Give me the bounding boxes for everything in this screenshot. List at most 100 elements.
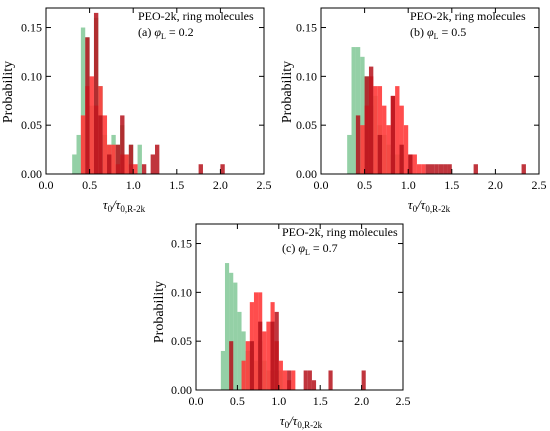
panel-a-bar-series3 <box>107 154 112 174</box>
panel-c-xtick-label: 2.5 <box>396 394 411 408</box>
panel-c-title: PEO-2k, ring molecules <box>282 225 398 239</box>
panel-b-bar-series2 <box>360 125 365 174</box>
panel-c-bar-series3 <box>307 370 312 390</box>
panel-a-bar-series3 <box>120 115 125 174</box>
panel-a-bar-series3 <box>198 164 203 174</box>
panel-b-bar-series2 <box>399 105 404 174</box>
panel-a-ytick-label: 0.05 <box>21 118 42 132</box>
panel-a-bar-series3 <box>85 37 90 175</box>
panel-c-ytick-label: 0.05 <box>171 334 192 348</box>
panel-b-bar-series3 <box>443 164 448 174</box>
panel-b-bar-series3 <box>521 164 526 174</box>
panel-c-phi-label: (c) φL = 0.7 <box>282 241 338 257</box>
panel-a-ytick-label: 0.00 <box>21 167 42 181</box>
panel-a-bar-series2 <box>80 115 86 174</box>
panel-a-bar-series1 <box>137 144 142 174</box>
panel-c-xtick-label: 1.5 <box>313 394 328 408</box>
panel-a-bars <box>72 12 225 175</box>
panel-b-label-letter: (b) <box>410 25 424 39</box>
panel-c-bar-series1 <box>237 311 242 390</box>
panel-c-bar-series3 <box>287 370 292 390</box>
panel-b-bar-series2 <box>386 125 391 174</box>
panel-b-bar-series3 <box>399 144 404 174</box>
panel-a-bar-series2 <box>89 76 94 174</box>
panel-b-bar-series2 <box>416 164 422 174</box>
panel-a-ylabel: Probability <box>1 61 16 123</box>
panel-a-bar-series3 <box>150 154 155 174</box>
panel-c-bars <box>220 263 366 390</box>
panel-b-ytick-label: 0.10 <box>296 69 317 83</box>
panel-a-bar-series2 <box>133 164 138 174</box>
panel-c-bar-series2 <box>291 370 296 390</box>
panel-b-bar-series1 <box>355 47 361 174</box>
panel-c-bar-series2 <box>282 370 288 390</box>
panel-c-label-letter: (c) <box>282 241 295 255</box>
panel-b-bar-series3 <box>390 95 396 174</box>
panel-b-bar-series3 <box>377 134 383 174</box>
panel-b-xtick-label: 1.0 <box>401 178 416 192</box>
panel-b-title: PEO-2k, ring molecules <box>410 9 526 23</box>
panel-c-bar-series3 <box>270 321 275 390</box>
panel-c-ytick-label: 0.15 <box>171 237 192 251</box>
panel-b-axes-frame <box>320 7 540 175</box>
panel-a-xtick-label: 1.5 <box>169 178 184 192</box>
panel-a-bar-series1 <box>80 27 86 174</box>
panel-c-bar-series3 <box>274 311 279 390</box>
panel-c-bar-series1 <box>229 272 234 390</box>
panel-a-bar-series2 <box>111 144 116 174</box>
panel-c-axes-frame <box>195 223 404 391</box>
panel-b-bar-series2 <box>382 105 387 174</box>
panel-b-bar-series1 <box>351 47 356 174</box>
panel-c-bar-series3 <box>229 341 234 390</box>
panel-c-bar-series3 <box>328 370 333 390</box>
panel-b-bar-series3 <box>430 164 435 174</box>
panel-b-bar-series3 <box>355 115 361 174</box>
panel-c-bar-series3 <box>303 370 308 390</box>
panel-c-xlabel: τ0/τ0,R-2k <box>280 413 323 430</box>
panel-c-xtick-label: 0.0 <box>189 394 204 408</box>
panel-c: PEO-2k, ring molecules (c) φL = 0.7 τ0/τ… <box>152 223 411 430</box>
panel-a-phi-label: (a) φL = 0.2 <box>138 25 194 41</box>
panel-b-bar-series2 <box>403 125 409 174</box>
panel-a-bar-series1 <box>76 134 81 174</box>
panel-c-xtick-label: 2.0 <box>354 394 369 408</box>
panel-b-bar-series2 <box>377 86 383 174</box>
panel-b-xtick-label: 1.5 <box>444 178 459 192</box>
panel-a-bar-series3 <box>141 164 147 174</box>
panel-b-bar-series1 <box>347 134 352 174</box>
panel-b-ytick-label: 0.15 <box>296 21 317 35</box>
panel-b-bars <box>347 47 526 174</box>
panel-c-bar-series1 <box>224 263 230 390</box>
panel-c-bar-series2 <box>253 292 259 390</box>
panel-b: PEO-2k, ring molecules (b) φL = 0.5 τ0/τ… <box>280 7 547 214</box>
panel-b-bar-series2 <box>373 86 378 174</box>
panel-b-bar-series3 <box>408 154 413 174</box>
panel-a-bar-series3 <box>93 12 99 174</box>
panel-a-xtick-label: 2.0 <box>213 178 228 192</box>
panel-c-ylabel: Probability <box>152 281 167 343</box>
panel-a-ytick-label: 0.15 <box>21 21 42 35</box>
panel-b-bar-series3 <box>434 164 439 174</box>
panel-b-ylabel: Probability <box>280 61 295 123</box>
panel-b-bar-series3 <box>447 164 452 174</box>
panel-b-xtick-label: 2.0 <box>488 178 503 192</box>
panel-b-bar-series3 <box>473 164 478 174</box>
panel-c-bar-series1 <box>233 282 238 390</box>
panel-a: PEO-2k, ring molecules (a) φL = 0.2 τ0/τ… <box>1 7 272 214</box>
panel-b-xlabel: τ0/τ0,R-2k <box>408 197 451 214</box>
panel-b-bar-series3 <box>438 164 444 174</box>
panel-c-bar-series2 <box>262 331 267 390</box>
panel-c-bar-series2 <box>266 321 271 390</box>
panel-c-bar-series1 <box>220 350 225 390</box>
panel-c-bar-series3 <box>258 321 263 390</box>
panel-a-xlabel: τ0/τ0,R-2k <box>103 197 146 214</box>
panel-b-ytick-label: 0.00 <box>296 167 317 181</box>
panel-c-bar-series2 <box>278 360 283 390</box>
panel-c-xtick-label: 0.5 <box>230 394 245 408</box>
panel-a-axes-frame <box>45 7 265 175</box>
panel-a-title: PEO-2k, ring molecules <box>138 9 254 23</box>
panel-a-bar-series2 <box>102 115 108 174</box>
panel-b-bar-series3 <box>368 66 374 174</box>
panel-b-xtick-label: 0.0 <box>314 178 329 192</box>
